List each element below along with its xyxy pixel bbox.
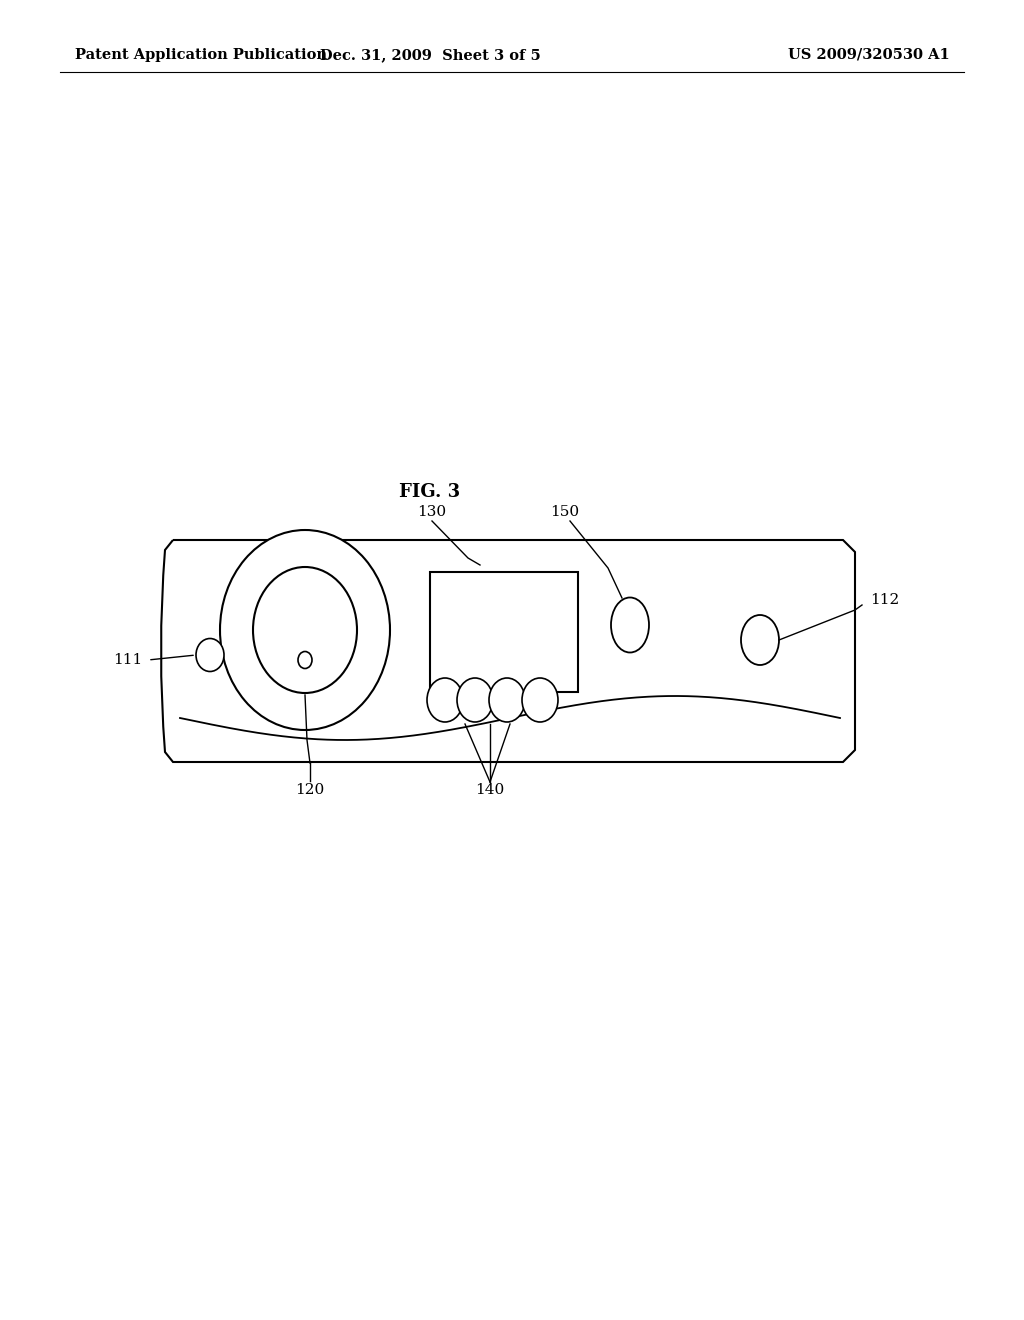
- Text: Patent Application Publication: Patent Application Publication: [75, 48, 327, 62]
- Ellipse shape: [220, 531, 390, 730]
- Text: Dec. 31, 2009  Sheet 3 of 5: Dec. 31, 2009 Sheet 3 of 5: [319, 48, 541, 62]
- Text: 120: 120: [295, 783, 325, 797]
- Ellipse shape: [489, 678, 525, 722]
- Bar: [430, 572, 578, 692]
- Ellipse shape: [522, 678, 558, 722]
- Text: 140: 140: [475, 783, 505, 797]
- Text: US 2009/320530 A1: US 2009/320530 A1: [788, 48, 950, 62]
- Text: 150: 150: [551, 506, 580, 519]
- Ellipse shape: [427, 678, 463, 722]
- Text: FIG. 3: FIG. 3: [399, 483, 461, 502]
- Ellipse shape: [298, 652, 312, 668]
- Text: 111: 111: [113, 653, 142, 667]
- Ellipse shape: [457, 678, 493, 722]
- Ellipse shape: [196, 639, 224, 672]
- PathPatch shape: [161, 540, 855, 762]
- Ellipse shape: [253, 568, 357, 693]
- Ellipse shape: [741, 615, 779, 665]
- Text: 130: 130: [418, 506, 446, 519]
- Ellipse shape: [611, 598, 649, 652]
- Text: 112: 112: [870, 593, 899, 607]
